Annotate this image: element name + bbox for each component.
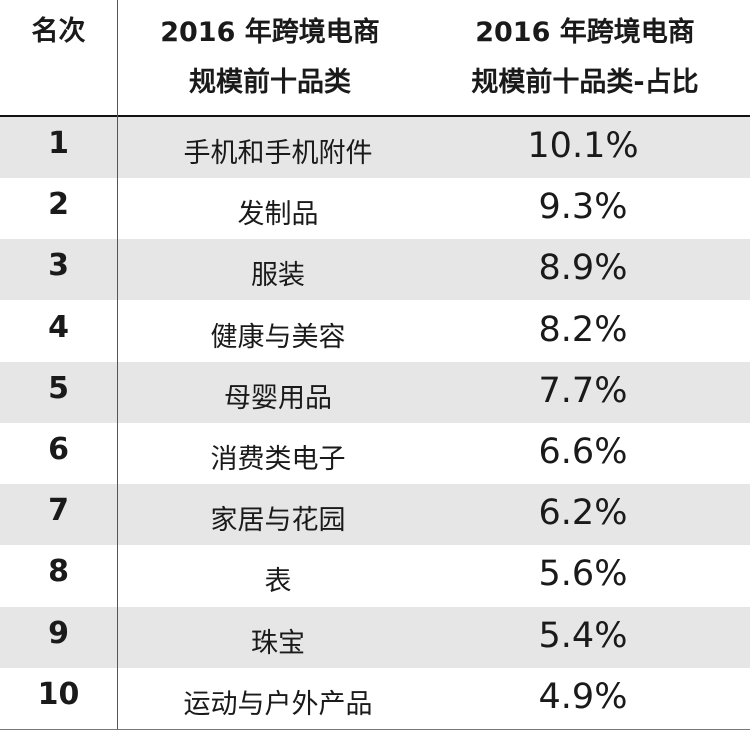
table-row: 4 健康与美容 8.2% [0, 301, 750, 362]
table-row: 5 母婴用品 7.7% [0, 361, 750, 423]
header-category-line2: 规模前十品类 [189, 67, 351, 98]
header-share-line2: 规模前十品类-占比 [471, 67, 699, 98]
header-rank: 名次 [0, 12, 117, 52]
header-rank-label: 名次 [31, 16, 86, 47]
table-row: 6 消费类电子 6.6% [0, 423, 750, 484]
rank-cell: 10 [37, 676, 80, 712]
share-cell: 7.7% [538, 370, 628, 411]
category-cell: 家居与花园 [210, 505, 346, 537]
table-row: 10 运动与户外产品 4.9% [0, 668, 750, 729]
category-cell: 表 [264, 566, 292, 598]
share-cell: 5.4% [538, 615, 628, 656]
rank-cell: 7 [48, 493, 69, 529]
share-cell: 9.3% [538, 187, 628, 228]
table-row: 1 手机和手机附件 10.1% [0, 117, 750, 178]
share-cell: 8.2% [538, 309, 628, 350]
rank-cell: 3 [48, 248, 69, 284]
rank-cell: 1 [48, 126, 69, 161]
table-bottom-border [0, 729, 750, 730]
table-row: 9 珠宝 5.4% [0, 606, 750, 668]
category-cell: 手机和手机附件 [183, 138, 373, 169]
category-cell: 服装 [251, 260, 305, 292]
category-cell: 健康与美容 [210, 321, 346, 353]
category-cell: 运动与户外产品 [183, 688, 373, 720]
table-header: 名次 2016 年跨境电商 规模前十品类 2016 年跨境电商 规模前十品类-占… [0, 0, 750, 117]
header-share-line1: 2016 年跨境电商 [475, 17, 695, 48]
share-cell: 5.6% [538, 554, 628, 595]
category-cell: 发制品 [237, 199, 319, 231]
share-cell: 6.6% [538, 432, 628, 472]
table-row: 7 家居与花园 6.2% [0, 484, 750, 546]
table-row: 3 服装 8.9% [0, 239, 750, 301]
share-cell: 4.9% [538, 676, 628, 717]
category-cell: 珠宝 [251, 627, 305, 659]
share-cell: 10.1% [527, 126, 639, 166]
rank-cell: 2 [48, 187, 69, 223]
rank-cell: 6 [48, 432, 69, 467]
rank-cell: 9 [48, 615, 69, 651]
rank-cell: 4 [48, 309, 69, 345]
header-category: 2016 年跨境电商 规模前十品类 [150, 8, 390, 108]
share-cell: 8.9% [538, 248, 628, 289]
rank-cell: 8 [48, 554, 69, 590]
header-share: 2016 年跨境电商 规模前十品类-占比 [440, 8, 730, 108]
table-row: 2 发制品 9.3% [0, 178, 750, 239]
share-cell: 6.2% [538, 493, 628, 534]
column-divider [117, 0, 118, 730]
category-cell: 母婴用品 [224, 382, 332, 414]
category-cell: 消费类电子 [210, 444, 346, 475]
table-row: 8 表 5.6% [0, 545, 750, 606]
header-category-line1: 2016 年跨境电商 [160, 17, 380, 48]
rank-cell: 5 [48, 370, 69, 406]
